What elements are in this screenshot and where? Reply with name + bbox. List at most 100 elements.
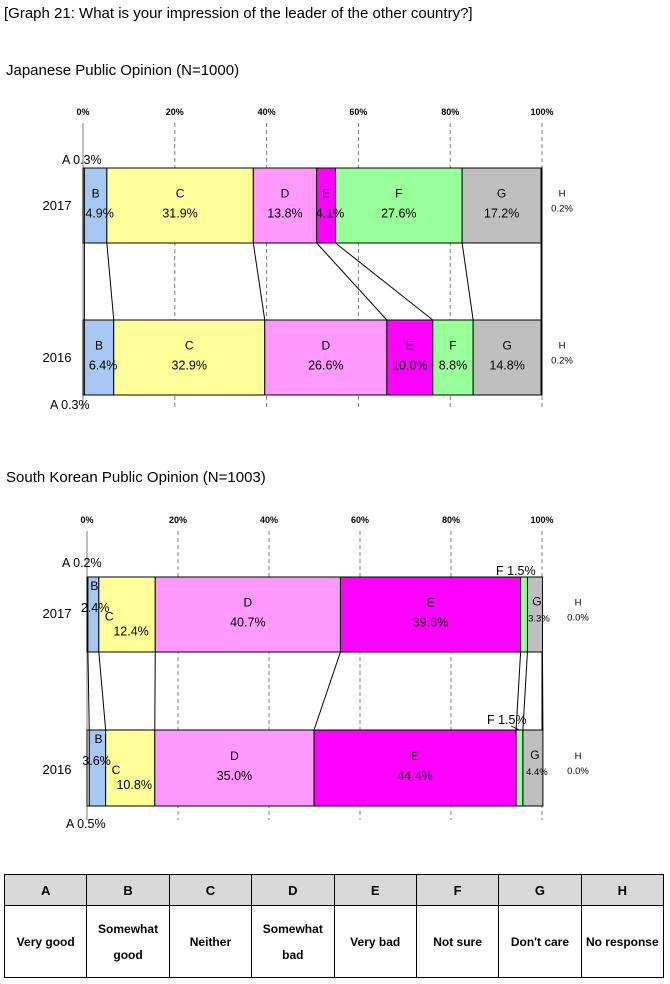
korea-2016-label-G: 4.4%: [526, 767, 548, 778]
korea-year-2016: 2016: [43, 762, 72, 777]
japan-2016-label-D-letter: D: [321, 339, 330, 353]
japan-2017-label-E: 4.1%: [316, 207, 345, 221]
korea-connector-6: [522, 651, 528, 731]
korea-chart-title: South Korean Public Opinion (N=1003): [6, 469, 266, 486]
korea-2016-label-F: F 1.5%: [487, 713, 527, 727]
korea-2017-bar-C: [98, 576, 156, 653]
japan-2016-bar-B: [83, 319, 115, 396]
korea-2016-label-H: 0.0%: [567, 766, 589, 777]
korea-tick-0: 0%: [80, 515, 93, 525]
korea-connector-2: [98, 651, 107, 731]
japan-tick-0: 0%: [76, 107, 89, 117]
korea-2017-label-B: 2.4%: [81, 601, 110, 615]
korea-2016-label-H-letter: H: [575, 751, 582, 762]
korea-2017-label-G: 3.3%: [528, 614, 550, 625]
legend-meaning-E: Very bad: [333, 905, 417, 978]
korea-2017-bar-D: [154, 576, 341, 653]
legend-meaning-A: Very good: [3, 905, 88, 978]
japan-tick-5: 100%: [530, 107, 553, 117]
legend-meaning-G: Don't care: [498, 905, 582, 978]
japan-2017-label-D: 13.8%: [267, 207, 302, 221]
korea-2016-label-B-letter: B: [94, 732, 102, 746]
korea-tick-2: 40%: [260, 515, 278, 525]
japan-2016-label-F: 8.8%: [439, 359, 468, 373]
graph-title: [Graph 21: What is your impression of th…: [4, 5, 473, 22]
japan-connector-6: [461, 242, 474, 321]
japan-2016-label-B: 6.4%: [89, 359, 118, 373]
korea-2016-label-E: 44.4%: [397, 769, 432, 783]
japan-connector-4: [316, 242, 388, 321]
japan-2017-bar-E: [316, 167, 336, 244]
korea-2017-label-B-letter: B: [90, 579, 98, 593]
japan-2016-label-H-letter: H: [559, 341, 566, 352]
korea-tick-5: 100%: [530, 515, 553, 525]
japan-2016-bar-H: [540, 319, 543, 396]
korea-tick-4: 80%: [442, 515, 460, 525]
japan-2016-label-G-letter: G: [502, 339, 511, 353]
japan-2017-bar-H: [540, 167, 543, 244]
korea-2017-label-D: 40.7%: [230, 616, 265, 630]
korea-2017-label-C: 12.4%: [113, 625, 148, 639]
japan-2017-label-F-letter: F: [395, 187, 402, 201]
korea-2017-label-A: A 0.2%: [62, 556, 102, 570]
legend-meaning-row: Very good Somewhat good Neither Somewhat ba…: [3, 905, 665, 978]
legend-meaning-C: Neither: [168, 905, 253, 978]
korea-2016-label-C-letter: C: [112, 763, 121, 777]
korea-2016-label-C: 10.8%: [116, 778, 151, 792]
japan-connector-2: [106, 242, 115, 321]
korea-2016-label-D-letter: D: [230, 749, 239, 763]
japan-tick-2: 40%: [258, 107, 276, 117]
korea-connector-1: [87, 651, 90, 731]
legend-meaning-D: Somewhat bad: [251, 905, 335, 978]
korea-connector-4: [313, 651, 341, 731]
japan-2017-label-B-letter: B: [92, 187, 100, 201]
legend-letter-E: E: [333, 874, 417, 906]
japan-2016-label-C: 32.9%: [172, 359, 207, 373]
korea-tick-1: 20%: [169, 515, 187, 525]
japan-2017-label-C: 31.9%: [162, 207, 197, 221]
japan-2016-label-C-letter: C: [185, 339, 194, 353]
legend-letter-A: A: [3, 874, 88, 906]
korea-2016-bar-G: [522, 729, 544, 807]
japan-2017-label-H-letter: H: [559, 189, 566, 200]
japan-year-2017: 2017: [43, 198, 72, 213]
japan-year-2016: 2016: [43, 350, 72, 365]
legend-letter-D: D: [251, 874, 335, 906]
japan-2016-bar-C: [113, 319, 266, 396]
japan-2016-label-D: 26.6%: [308, 359, 343, 373]
japan-2016-bar-F: [432, 319, 474, 396]
legend-meaning-H: No response: [580, 905, 665, 978]
korea-2016-label-D: 35.0%: [217, 769, 252, 783]
japan-2016-label-F-letter: F: [449, 339, 456, 353]
japan-2016-label-G: 14.8%: [489, 359, 524, 373]
japan-2017-label-F: 27.6%: [381, 207, 416, 221]
japan-2017-bar-D: [252, 167, 318, 244]
japan-2016-bar-G: [472, 319, 542, 396]
japan-2017-label-D-letter: D: [281, 187, 290, 201]
japan-2016-label-B-letter: B: [95, 339, 103, 353]
japan-2017-bar-B: [83, 167, 108, 244]
legend-letter-G: G: [498, 874, 582, 906]
japan-2017-label-H: 0.2%: [551, 204, 573, 215]
korea-2016-bar-F: [515, 729, 524, 807]
japan-connector-5: [335, 242, 434, 321]
japan-2016-label-H: 0.2%: [551, 356, 573, 367]
korea-2017-bar-G: [526, 576, 543, 653]
charts-canvas: 0% 20% 40% 60% 80% 100% 2017 A 0.3% B 4.9% C 31.9% D…: [43, 107, 590, 831]
legend-meaning-B: Somewhat good: [86, 905, 170, 978]
japan-2017-label-C-letter: C: [176, 187, 185, 201]
japan-2016-bar-D: [264, 319, 388, 396]
korea-2017-label-F: F 1.5%: [496, 564, 536, 578]
japan-2017-label-G-letter: G: [497, 187, 506, 201]
korea-2017-label-C-letter: C: [105, 610, 114, 624]
korea-2016-label-E-letter: E: [411, 749, 419, 763]
japan-tick-4: 80%: [441, 107, 459, 117]
korea-tick-3: 60%: [351, 515, 369, 525]
japan-2017-bar-G: [461, 167, 542, 244]
korea-2016-label-B: 3.6%: [82, 754, 111, 768]
legend-letter-C: C: [168, 874, 253, 906]
korea-2016-label-G-letter: G: [530, 748, 539, 762]
legend-letter-H: H: [580, 874, 665, 906]
japan-2017-label-E-letter: E: [322, 187, 330, 201]
